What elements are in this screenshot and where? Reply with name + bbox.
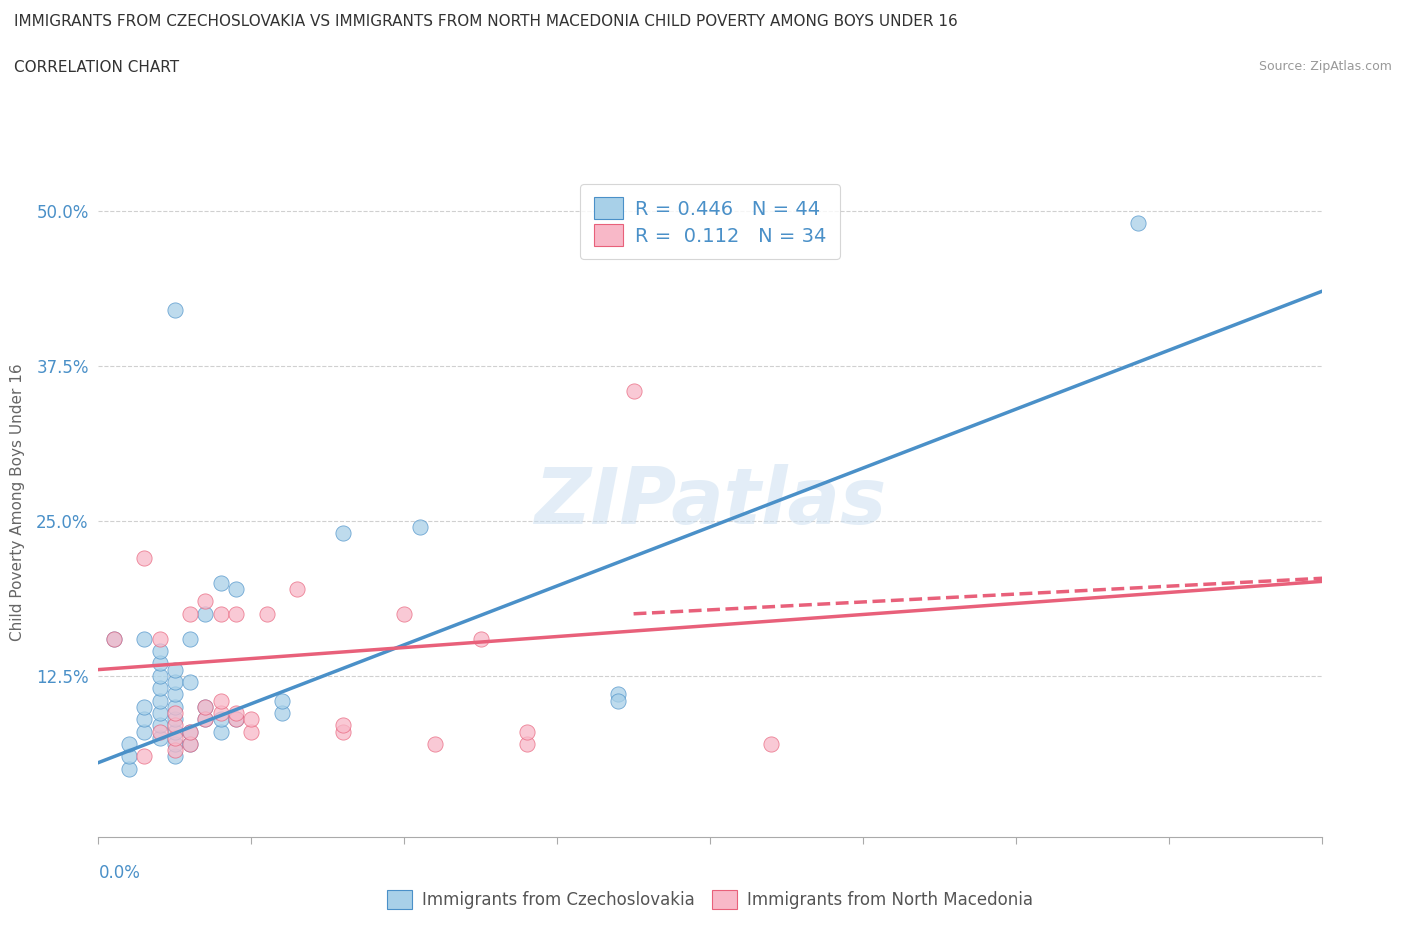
Point bbox=[149, 656, 172, 671]
Point bbox=[134, 711, 156, 726]
Point bbox=[163, 737, 186, 751]
Point bbox=[516, 724, 538, 739]
Point bbox=[194, 594, 217, 609]
Point bbox=[118, 749, 141, 764]
Point bbox=[179, 724, 201, 739]
Point bbox=[163, 687, 186, 702]
Text: IMMIGRANTS FROM CZECHOSLOVAKIA VS IMMIGRANTS FROM NORTH MACEDONIA CHILD POVERTY : IMMIGRANTS FROM CZECHOSLOVAKIA VS IMMIGR… bbox=[14, 14, 957, 29]
Point bbox=[149, 730, 172, 745]
Text: ZIPatlas: ZIPatlas bbox=[534, 464, 886, 540]
Point bbox=[225, 711, 247, 726]
Point bbox=[134, 551, 156, 565]
Point bbox=[134, 699, 156, 714]
Point bbox=[194, 699, 217, 714]
Point bbox=[163, 699, 186, 714]
Point bbox=[332, 525, 354, 540]
Point bbox=[149, 706, 172, 721]
Point bbox=[179, 737, 201, 751]
Point bbox=[163, 718, 186, 733]
Point bbox=[163, 711, 186, 726]
Point bbox=[607, 693, 630, 708]
Point bbox=[163, 743, 186, 758]
Point bbox=[179, 674, 201, 689]
Point bbox=[194, 606, 217, 621]
Point bbox=[134, 631, 156, 646]
Point bbox=[408, 520, 430, 535]
Point bbox=[163, 724, 186, 739]
Point bbox=[516, 737, 538, 751]
Point bbox=[225, 581, 247, 596]
Point bbox=[149, 681, 172, 696]
Point bbox=[209, 706, 232, 721]
Point bbox=[179, 724, 201, 739]
Point bbox=[103, 631, 125, 646]
Text: 0.0%: 0.0% bbox=[98, 864, 141, 882]
Point bbox=[163, 706, 186, 721]
Text: CORRELATION CHART: CORRELATION CHART bbox=[14, 60, 179, 75]
Point bbox=[470, 631, 492, 646]
Point bbox=[194, 711, 217, 726]
Point bbox=[179, 737, 201, 751]
Point bbox=[163, 674, 186, 689]
Point bbox=[256, 606, 278, 621]
Point bbox=[392, 606, 416, 621]
Point bbox=[149, 693, 172, 708]
Point bbox=[240, 711, 263, 726]
Point bbox=[270, 693, 294, 708]
Point bbox=[149, 669, 172, 684]
Point bbox=[163, 749, 186, 764]
Point bbox=[423, 737, 446, 751]
Legend: Immigrants from Czechoslovakia, Immigrants from North Macedonia: Immigrants from Czechoslovakia, Immigran… bbox=[381, 884, 1039, 916]
Point bbox=[225, 606, 247, 621]
Point bbox=[134, 749, 156, 764]
Point bbox=[103, 631, 125, 646]
Point bbox=[209, 576, 232, 591]
Point bbox=[134, 724, 156, 739]
Point bbox=[163, 662, 186, 677]
Point bbox=[225, 711, 247, 726]
Point bbox=[607, 687, 630, 702]
Point bbox=[194, 699, 217, 714]
Point bbox=[209, 711, 232, 726]
Text: Source: ZipAtlas.com: Source: ZipAtlas.com bbox=[1258, 60, 1392, 73]
Point bbox=[149, 644, 172, 658]
Y-axis label: Child Poverty Among Boys Under 16: Child Poverty Among Boys Under 16 bbox=[10, 364, 25, 641]
Point bbox=[149, 631, 172, 646]
Point bbox=[270, 706, 294, 721]
Point bbox=[118, 762, 141, 777]
Point bbox=[194, 711, 217, 726]
Point bbox=[179, 631, 201, 646]
Point bbox=[1128, 216, 1150, 231]
Point bbox=[163, 730, 186, 745]
Point bbox=[209, 606, 232, 621]
Point bbox=[209, 693, 232, 708]
Point bbox=[149, 724, 172, 739]
Point bbox=[179, 606, 201, 621]
Point bbox=[332, 724, 354, 739]
Point bbox=[225, 706, 247, 721]
Point bbox=[163, 302, 186, 317]
Point bbox=[623, 383, 645, 398]
Point bbox=[209, 724, 232, 739]
Point bbox=[759, 737, 782, 751]
Point bbox=[332, 718, 354, 733]
Point bbox=[240, 724, 263, 739]
Point bbox=[149, 718, 172, 733]
Point bbox=[118, 737, 141, 751]
Point bbox=[285, 581, 308, 596]
